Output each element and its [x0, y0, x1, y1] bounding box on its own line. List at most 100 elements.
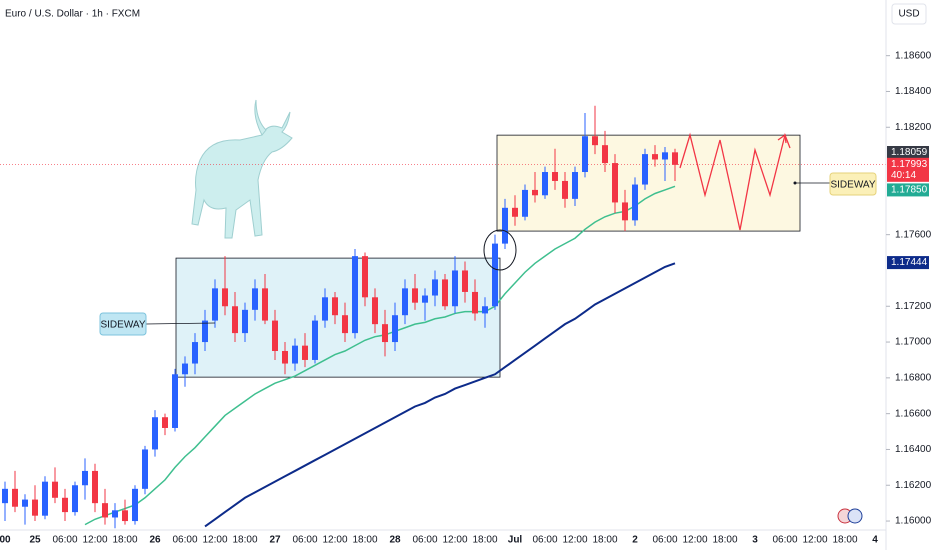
candle-body — [422, 295, 428, 303]
x-tick-label: 12:00 — [682, 535, 707, 546]
candle-body — [462, 270, 468, 292]
x-tick-label: 3 — [752, 535, 758, 546]
candle-body — [192, 342, 198, 364]
candle-body — [452, 270, 458, 307]
candle-body — [322, 297, 328, 321]
candle-body — [282, 351, 288, 364]
zone-label: SIDEWAY — [100, 320, 145, 331]
x-tick-label: 18:00 — [592, 535, 617, 546]
x-tick-label: 18:00 — [232, 535, 257, 546]
candle-body — [12, 488, 18, 507]
candle-body — [512, 207, 518, 217]
callout-line — [145, 322, 216, 325]
x-tick-label: 06:00 — [172, 535, 197, 546]
candle-body — [522, 189, 528, 217]
candle-body — [472, 291, 478, 314]
candle-body — [442, 279, 448, 307]
x-tick-label: 27 — [269, 535, 281, 546]
candle-body — [252, 288, 258, 310]
y-tick-label: 1.16000 — [895, 516, 932, 527]
candle-body — [622, 202, 628, 221]
price-marker — [887, 183, 929, 197]
candle-body — [72, 485, 78, 513]
callout-dot — [793, 181, 797, 185]
candle-body — [332, 297, 338, 316]
candle-body — [102, 503, 108, 518]
price-marker — [887, 256, 929, 270]
y-tick-label: 1.17600 — [895, 229, 932, 240]
candle-body — [212, 288, 218, 321]
y-tick-label: 1.18600 — [895, 50, 932, 61]
candle-body — [492, 243, 498, 307]
candle-body — [262, 288, 268, 321]
x-tick-label: 18:00 — [472, 535, 497, 546]
candle-body — [162, 417, 168, 428]
x-tick-label: 18:00 — [352, 535, 377, 546]
candle-body — [152, 417, 158, 450]
y-tick-label: 1.16400 — [895, 444, 932, 455]
zone-label-box — [99, 312, 147, 336]
candle-body — [92, 470, 98, 504]
candle-body — [202, 320, 208, 343]
candle-body — [182, 363, 188, 375]
candle-body — [352, 256, 358, 334]
countdown: 40:14 — [891, 170, 916, 181]
candle-body — [592, 136, 598, 146]
x-tick-label: 06:00 — [52, 535, 77, 546]
x-tick-label: 06:00 — [292, 535, 317, 546]
candle-body — [502, 207, 508, 244]
x-tick-label: 28 — [389, 535, 401, 546]
candle-body — [132, 488, 138, 522]
candle-body — [112, 510, 118, 518]
x-tick-label: 12:00 — [82, 535, 107, 546]
y-tick-label: 1.18200 — [895, 122, 932, 133]
currency[interactable]: USD — [898, 9, 919, 20]
zone-label-box — [829, 172, 877, 196]
x-tick-label: 25 — [29, 535, 41, 546]
x-tick-label: 4 — [872, 535, 878, 546]
candle-body — [582, 136, 588, 173]
y-tick-label: 1.18400 — [895, 86, 932, 97]
candle-body — [552, 172, 558, 181]
candle-body — [602, 145, 608, 164]
candle-body — [412, 288, 418, 303]
price-marker-label: 1.17444 — [891, 257, 928, 268]
candle-body — [432, 279, 438, 296]
candle-body — [142, 449, 148, 489]
x-tick-label: 06:00 — [532, 535, 557, 546]
candle-body — [652, 154, 658, 160]
candle-body — [32, 499, 38, 516]
moving-average — [204, 262, 676, 528]
candle-body — [2, 488, 8, 504]
projection-path — [679, 132, 791, 231]
candle-body — [292, 345, 298, 364]
candle-body — [662, 152, 668, 160]
price-marker — [887, 157, 929, 182]
candle-body — [302, 345, 308, 360]
chart-title: Euro / U.S. Dollar · 1h · FXCM — [5, 9, 140, 20]
currency-button[interactable] — [891, 3, 927, 25]
candle-body — [632, 184, 638, 221]
candle-body — [672, 152, 678, 165]
x-tick-label: Jul — [508, 535, 523, 546]
x-tick-label: 06:00 — [652, 535, 677, 546]
candle-body — [122, 510, 128, 522]
x-tick-label: 00 — [0, 535, 11, 546]
x-tick-label: 12:00 — [562, 535, 587, 546]
candle-body — [532, 189, 538, 196]
candle-body — [372, 297, 378, 325]
candle-body — [362, 256, 368, 298]
bull-illustration — [191, 99, 293, 239]
zone-box — [175, 257, 501, 378]
price-marker — [887, 146, 929, 160]
x-tick-label: 06:00 — [412, 535, 437, 546]
x-tick-label: 18:00 — [112, 535, 137, 546]
x-tick-label: 2 — [632, 535, 638, 546]
x-tick-label: 26 — [149, 535, 161, 546]
zone-label: SIDEWAY — [830, 180, 875, 191]
x-tick-label: 12:00 — [202, 535, 227, 546]
projection-arrow — [777, 133, 787, 144]
candle-body — [232, 306, 238, 334]
candle-body — [62, 497, 68, 513]
